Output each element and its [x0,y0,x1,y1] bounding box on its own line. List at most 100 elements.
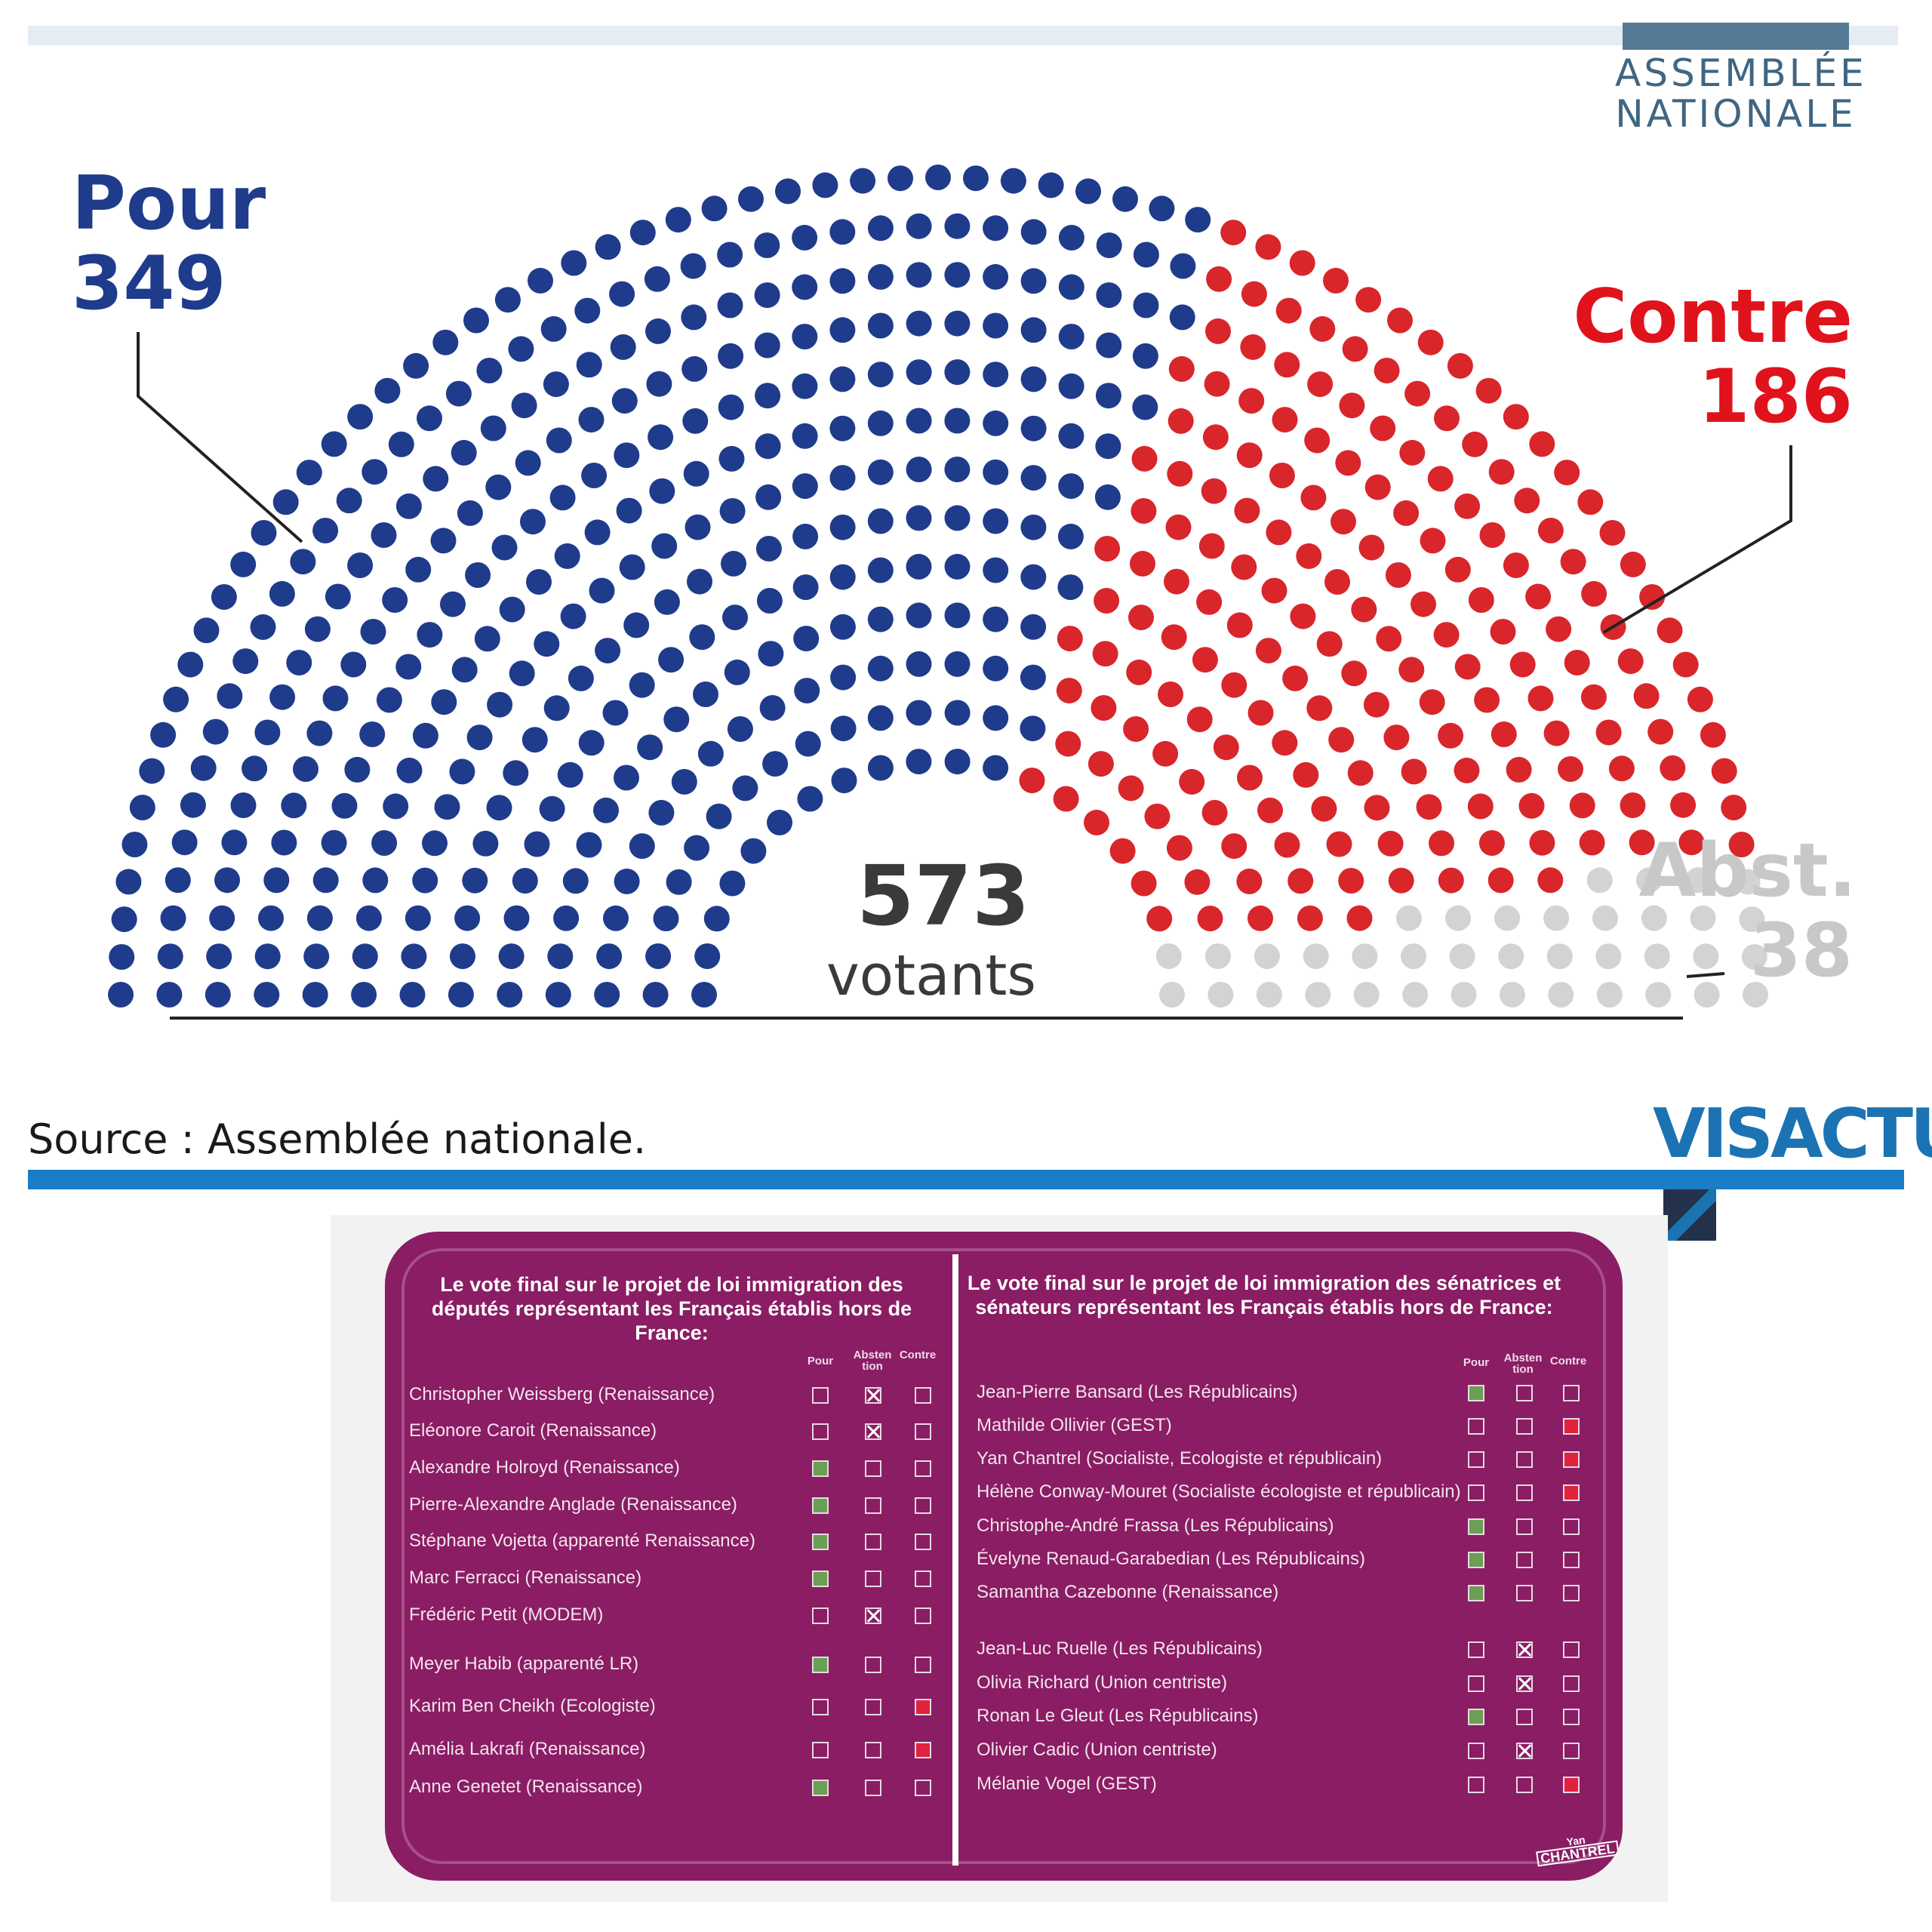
deputes-col-contre: Contre [899,1349,937,1361]
seat-pour [371,830,398,856]
seat-contre [1355,287,1382,313]
seat-pour [867,606,894,632]
seat-pour [1096,232,1122,258]
seat-abst [1743,982,1768,1008]
seat-contre [1721,795,1747,820]
seat-pour [109,944,135,970]
seat-contre [1358,534,1385,561]
seat-pour [792,523,819,549]
checkbox-abst [865,1780,881,1796]
seat-contre [1255,234,1281,260]
seat-pour [732,775,758,801]
seat-pour [691,982,717,1008]
seat-pour [684,835,710,861]
seat-pour [829,415,856,441]
seat-pour [829,514,856,540]
seat-contre [1165,514,1192,540]
seat-contre [1118,775,1144,801]
seat-contre [1364,474,1391,500]
seat-pour [1020,366,1047,392]
seat-pour [682,408,709,434]
source-note: Source : Assemblée nationale. [28,1115,647,1163]
seat-pour [830,664,857,691]
seat-pour [758,641,784,667]
seat-abst [1494,905,1521,931]
seat-pour [524,831,550,857]
seat-pour [540,315,567,342]
seat-contre [1053,786,1079,812]
seat-pour [812,172,838,198]
seat-pour [359,721,386,747]
seat-pour [115,869,142,895]
seat-contre [1167,460,1193,487]
seat-pour [944,408,971,434]
seat-pour [139,758,165,784]
seat-pour [906,310,932,337]
seat-pour [451,439,477,466]
seat-contre [1255,638,1281,664]
seat-contre [1454,757,1480,783]
seat-contre [1388,867,1414,894]
seat-pour [451,657,478,683]
seat-pour [509,660,535,687]
seat-pour [888,165,913,192]
seat-abst [1548,982,1574,1008]
seat-pour [603,905,629,931]
seat-pour [722,605,748,631]
seat-contre [1158,681,1183,707]
seat-pour [250,614,276,640]
seat-contre [1639,584,1666,610]
seat-contre [1364,795,1390,821]
seat-pour [611,388,638,414]
seat-pour [534,631,560,657]
seat-contre [1346,905,1373,931]
seat-contre [1316,631,1343,657]
seat-pour [906,700,932,726]
seat-contre [1240,334,1266,360]
seat-pour [756,588,783,614]
checkbox-pour [1468,1641,1484,1658]
seat-pour [129,795,155,820]
seat-pour [242,755,268,782]
checkbox-contre [915,1742,931,1758]
seat-pour [755,433,781,460]
seat-pour [867,755,894,781]
blue-divider-bar [28,1170,1904,1189]
seat-pour [718,445,745,472]
visactu-text: VISACTU [1653,1094,1932,1174]
seat-pour [450,943,475,970]
seat-pour [321,829,347,856]
seat-abst [1395,905,1422,931]
seat-contre [1055,731,1081,757]
leader-line-abst [1686,972,1725,978]
seat-contre [1282,665,1309,691]
seat-pour [693,681,718,707]
seat-contre [1257,797,1283,823]
seat-pour [395,654,422,680]
seat-pour [160,905,186,931]
seat-pour [209,905,235,931]
seat-contre [1579,829,1605,856]
checkbox-abst [865,1387,881,1404]
checkbox-pour [1468,1585,1484,1601]
seat-pour [706,803,732,829]
seat-contre [1161,624,1187,651]
seat-contre [1326,831,1352,857]
seat-contre [1529,829,1555,856]
checkbox-contre [1563,1484,1580,1501]
seat-pour [362,867,389,894]
seat-pour [440,591,466,617]
seat-pour [867,705,894,731]
seat-pour [211,584,237,610]
seat-contre [1261,577,1287,604]
seat-pour [546,427,572,454]
seat-abst [1499,982,1525,1008]
logo-line1: ASSEMBLÉE [1615,51,1867,95]
seat-contre [1220,220,1247,246]
seat-contre [1503,552,1529,578]
seat-contre [1620,792,1646,818]
seat-abst [1305,982,1331,1008]
seat-pour [1020,664,1046,691]
checkbox-pour [812,1657,829,1673]
top-banner-strip [28,26,1898,45]
